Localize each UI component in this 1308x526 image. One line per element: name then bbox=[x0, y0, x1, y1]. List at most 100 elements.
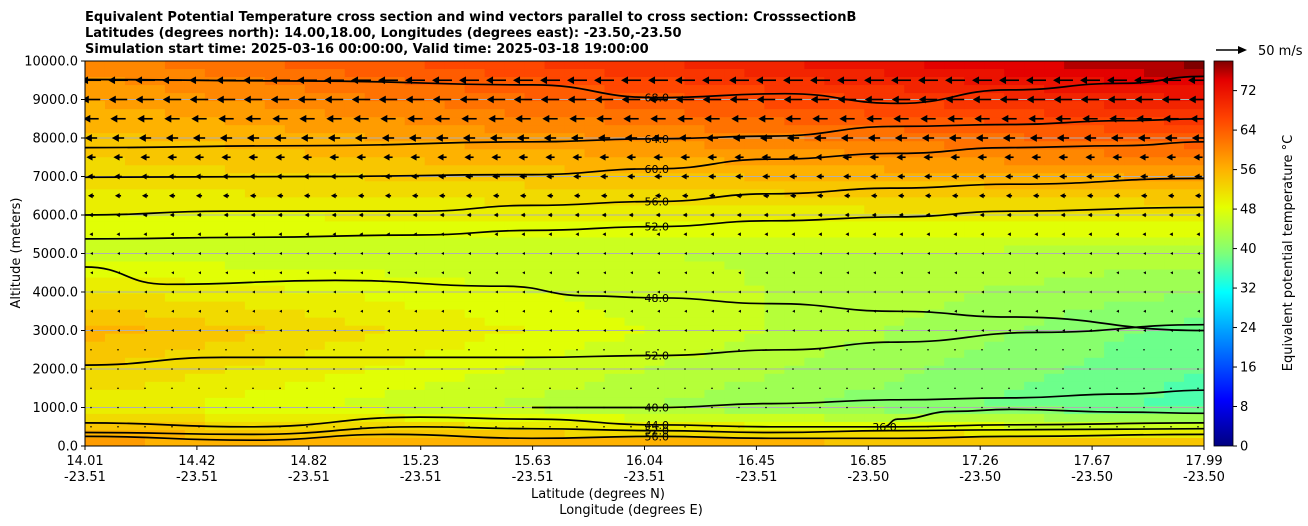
field-cell bbox=[464, 205, 486, 214]
field-cell bbox=[764, 245, 785, 255]
wind-vector-dot bbox=[306, 406, 308, 409]
wind-vector bbox=[678, 134, 692, 142]
wind-vector bbox=[222, 193, 230, 199]
field-cell bbox=[624, 349, 646, 359]
field-cell bbox=[1124, 277, 1145, 287]
wind-vector bbox=[466, 212, 472, 218]
wind-vector-head bbox=[459, 76, 467, 85]
field-cell bbox=[504, 77, 526, 86]
field-cell bbox=[984, 61, 1005, 70]
field-cell bbox=[804, 373, 825, 383]
field-cell bbox=[1064, 245, 1085, 255]
field-cell bbox=[284, 181, 306, 190]
wind-vector-dot bbox=[981, 406, 983, 409]
contour-line-52.0 bbox=[85, 323, 1204, 366]
field-cell bbox=[1124, 333, 1145, 343]
field-cell bbox=[904, 405, 925, 415]
wind-vector bbox=[378, 95, 398, 104]
wind-vector-dot bbox=[630, 368, 632, 370]
wind-vector bbox=[1143, 271, 1146, 275]
field-cell bbox=[304, 389, 326, 399]
wind-vector-head bbox=[351, 76, 359, 85]
wind-vector-head bbox=[249, 193, 255, 199]
field-cell bbox=[504, 309, 526, 319]
field-cell bbox=[404, 157, 426, 166]
wind-vector bbox=[195, 173, 203, 180]
wind-vector-head bbox=[411, 173, 417, 180]
field-cell bbox=[784, 413, 805, 423]
wind-vector bbox=[270, 76, 290, 85]
field-cell bbox=[764, 405, 785, 415]
field-cell bbox=[1044, 333, 1065, 343]
wind-vector-head bbox=[842, 153, 849, 161]
field-cell bbox=[1144, 149, 1165, 158]
field-cell bbox=[1184, 405, 1204, 415]
field-cell bbox=[824, 181, 845, 190]
field-cell bbox=[824, 245, 845, 255]
field-cell bbox=[1104, 357, 1125, 367]
field-cell bbox=[464, 77, 486, 86]
field-cell bbox=[104, 165, 126, 174]
wind-vector-head bbox=[657, 309, 660, 313]
field-cell bbox=[444, 429, 466, 439]
field-cell bbox=[984, 317, 1005, 327]
wind-vector-head bbox=[277, 212, 282, 218]
wind-vector bbox=[138, 134, 152, 142]
field-cell bbox=[864, 197, 885, 206]
wind-vector-head bbox=[302, 153, 309, 161]
field-cell bbox=[664, 317, 686, 327]
wind-vector bbox=[810, 76, 830, 85]
wind-vector bbox=[90, 309, 93, 313]
field-cell bbox=[664, 285, 686, 295]
field-cell bbox=[984, 173, 1005, 182]
field-cell bbox=[864, 365, 885, 375]
wind-vector bbox=[1089, 290, 1092, 294]
field-cell bbox=[584, 221, 606, 231]
field-cell bbox=[424, 397, 446, 407]
field-cell bbox=[684, 213, 706, 223]
field-cell bbox=[164, 85, 186, 94]
field-cell bbox=[644, 245, 666, 255]
field-cell bbox=[204, 165, 226, 174]
field-cell bbox=[504, 237, 526, 247]
wind-vector bbox=[927, 348, 929, 351]
wind-vector-head bbox=[1033, 212, 1038, 218]
field-cell bbox=[744, 261, 765, 271]
wind-vector bbox=[786, 134, 800, 142]
wind-vector bbox=[630, 406, 632, 409]
field-cell bbox=[144, 149, 166, 158]
field-cell bbox=[344, 181, 366, 190]
wind-vector-head bbox=[414, 252, 417, 255]
wind-vector bbox=[218, 114, 234, 123]
field-cell bbox=[204, 333, 226, 343]
wind-vector bbox=[789, 193, 797, 199]
field-cell bbox=[124, 229, 146, 239]
field-cell bbox=[384, 205, 406, 214]
field-cell bbox=[784, 397, 805, 407]
field-cell bbox=[324, 269, 346, 279]
field-cell bbox=[864, 157, 885, 166]
wind-vector-head bbox=[1136, 114, 1144, 123]
field-cell bbox=[1044, 373, 1065, 383]
wind-vector-head bbox=[1197, 271, 1200, 275]
field-cell bbox=[204, 229, 226, 239]
wind-vector-dot bbox=[657, 406, 659, 409]
field-cell bbox=[964, 141, 985, 150]
wind-vector bbox=[845, 232, 849, 237]
field-cell bbox=[85, 349, 106, 359]
wind-vector bbox=[947, 114, 963, 123]
field-cell bbox=[424, 93, 446, 102]
field-cell bbox=[404, 397, 426, 407]
field-cell bbox=[1024, 245, 1045, 255]
field-cell bbox=[584, 261, 606, 271]
field-cell bbox=[304, 237, 326, 247]
wind-vector bbox=[792, 290, 795, 294]
field-cell bbox=[124, 157, 146, 166]
field-cell bbox=[164, 365, 186, 375]
field-cell bbox=[544, 269, 566, 279]
field-cell bbox=[764, 77, 785, 86]
wind-vector-dot bbox=[1008, 368, 1010, 370]
field-cell bbox=[384, 237, 406, 247]
wind-vector-dot bbox=[1089, 425, 1091, 428]
field-cell bbox=[824, 117, 845, 126]
